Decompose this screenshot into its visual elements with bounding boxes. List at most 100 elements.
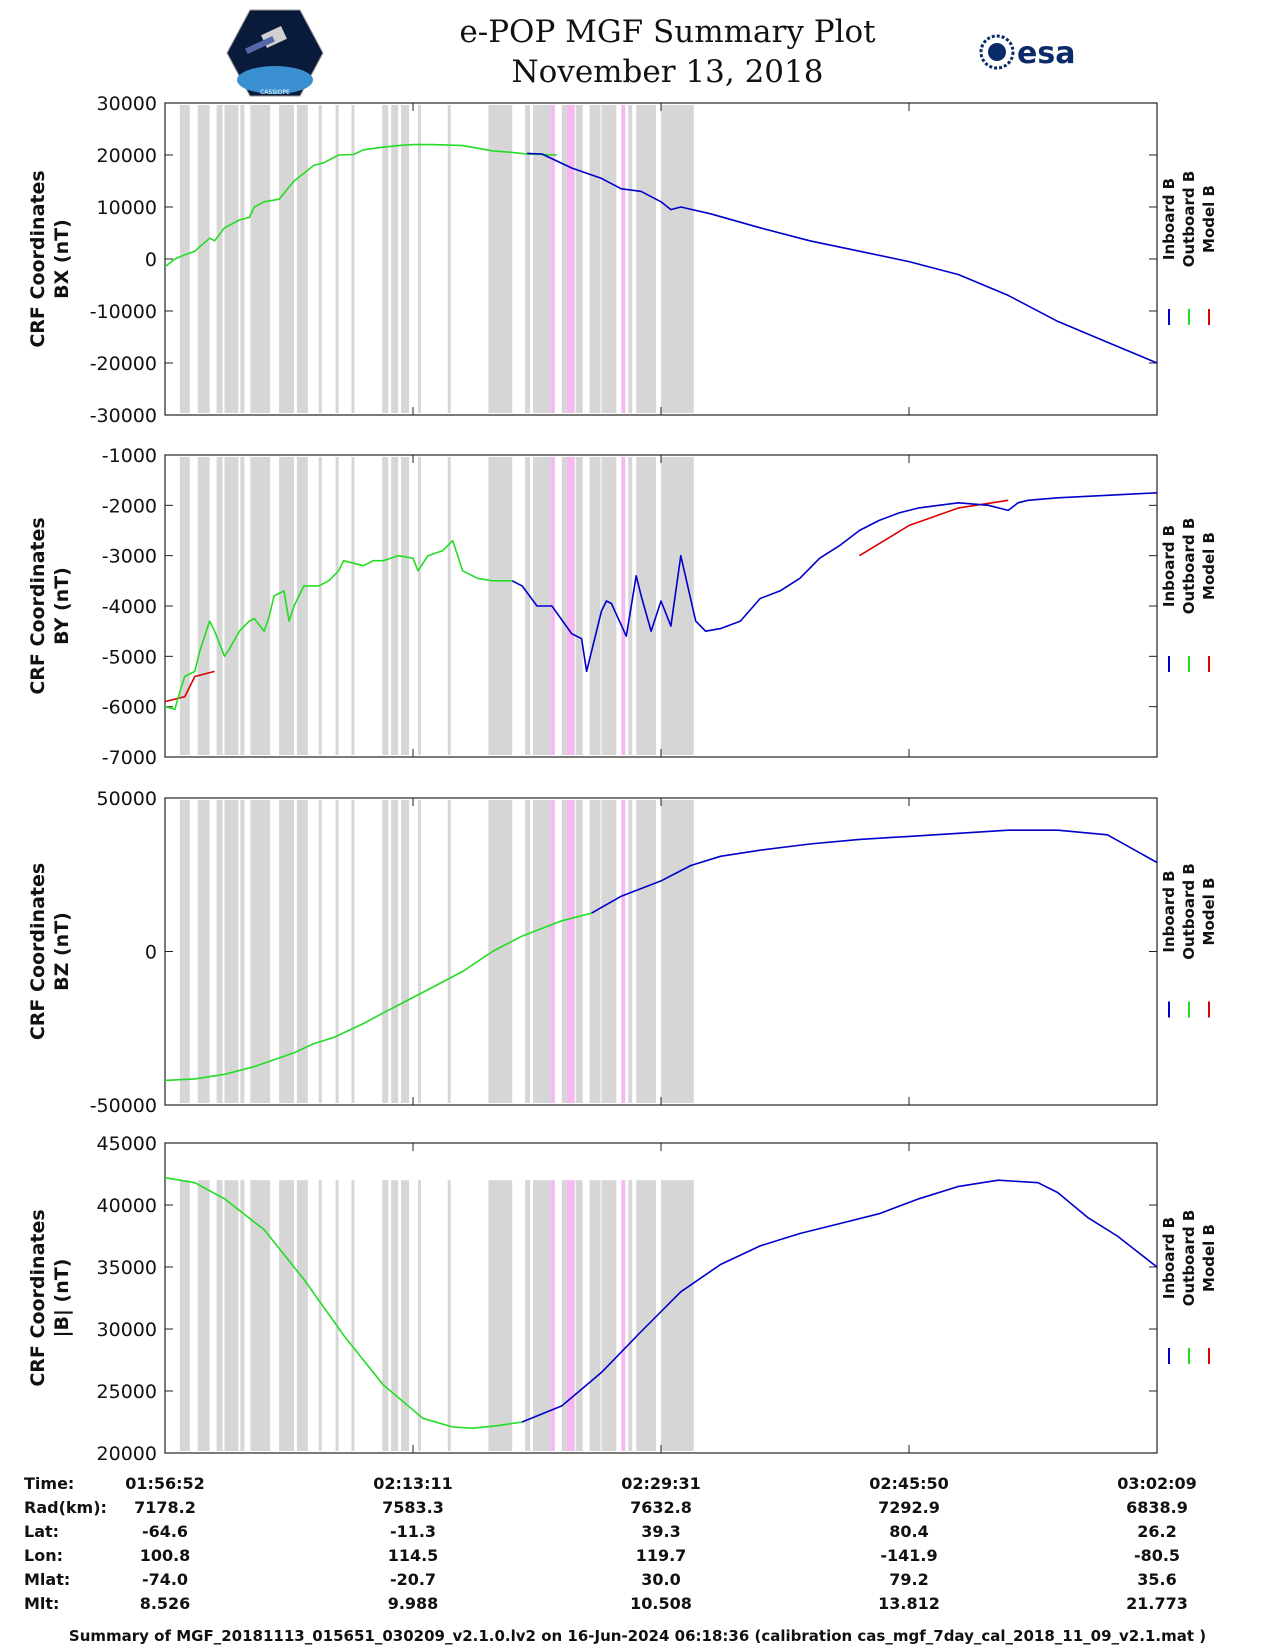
orbit-info-value: 35.6 [1137,1570,1177,1589]
shade-band [561,457,567,755]
shade-band [533,105,551,413]
shade-band [661,800,694,1103]
legend-label: Outboard B [1180,171,1198,268]
shade-band [335,105,339,413]
panel-3: 50000 0 -50000 CRF Coordinates BZ (nT) Inboar… [27,788,1218,1117]
y-tick-label: -1000 [102,445,157,467]
orbit-info-value: 02:13:11 [373,1474,453,1493]
orbit-info-value: -11.3 [389,1522,437,1541]
orbit-info-label: Rad(km): [24,1498,107,1517]
y-tick-label: -7000 [102,747,157,769]
y-axis-unit-label: BX (nT) [51,219,73,299]
orbit-info-value: 02:45:50 [869,1474,949,1493]
shade-band [391,457,399,755]
shade-band [488,457,513,755]
orbit-info-value: 8.526 [139,1594,191,1613]
shade-band [401,800,410,1103]
shade-band [179,105,190,413]
shade-band [401,105,410,413]
orbit-info-value: 7178.2 [134,1498,196,1517]
orbit-info-value: 7632.8 [630,1498,692,1517]
shade-band [575,105,583,413]
shade-band [391,105,399,413]
shade-band [351,800,355,1103]
shade-band [525,105,531,413]
shade-band [224,1180,239,1451]
legend-label: Model B [1200,532,1218,600]
shade-band [216,1180,223,1451]
shade-band [575,457,583,755]
cassiope-logo-icon: CASSIOPE [226,9,324,97]
model-series-line [858,499,1009,557]
shade-band [575,800,583,1103]
y-tick-label: -4000 [102,596,157,618]
shade-band-pink [621,105,626,413]
panel-1: 30000 20000 10000 0 -10000 -20000 -30000 CRF Co… [27,93,1218,427]
shade-band [335,1180,339,1451]
y-tick-label: -10000 [90,301,157,323]
shade-band [318,457,322,755]
legend-label: Outboard B [1180,863,1198,960]
shade-band [216,457,223,755]
shade-band [525,457,531,755]
shade-band [318,1180,322,1451]
shade-band [296,457,308,755]
chart-date: November 13, 2018 [511,54,824,90]
shade-band [488,1180,513,1451]
orbit-info-value: -80.5 [1133,1546,1181,1565]
shade-band [488,800,513,1103]
y-tick-label: 10000 [97,197,157,219]
shade-band [179,457,190,755]
shade-band [447,105,451,413]
y-tick-label: 35000 [97,1257,157,1279]
shade-band [636,800,657,1103]
legend-label: Outboard B [1180,518,1198,615]
shade-band [661,1180,694,1451]
orbit-info-value: 79.2 [889,1570,929,1589]
orbit-info-value: 100.8 [139,1546,191,1565]
shade-band [561,1180,567,1451]
shade-band [601,1180,617,1451]
shade-band [661,105,694,413]
shade-band [179,1180,190,1451]
shade-band [197,457,210,755]
orbit-info-value: 02:29:31 [621,1474,701,1493]
y-tick-label: -6000 [102,697,157,719]
shade-band [382,457,389,755]
orbit-info-value: 119.7 [635,1546,687,1565]
y-tick-label: 50000 [97,788,157,810]
inboard-series-line [527,152,1158,364]
y-tick-label: 0 [145,942,157,964]
legend-label: Outboard B [1180,1210,1198,1307]
y-tick-label: -2000 [102,495,157,517]
shade-band [601,457,617,755]
inboard-series-line [521,1179,1158,1423]
orbit-info-value: 6838.9 [1126,1498,1188,1517]
shade-band [447,800,451,1103]
shade-band [250,457,271,755]
shade-band [561,105,567,413]
y-tick-label: 45000 [97,1133,157,1155]
shade-band-pink [621,1180,626,1451]
y-axis-label: CRF Coordinates [27,863,49,1040]
shade-band [391,800,399,1103]
orbit-info-value: 10.508 [630,1594,692,1613]
shade-band-pink [566,105,575,413]
shade-band [525,1180,531,1451]
legend-label: Model B [1200,878,1218,946]
shade-band [240,105,245,413]
shade-band [351,457,355,755]
shade-band [589,105,601,413]
y-tick-label: -3000 [102,546,157,568]
shade-band [318,800,322,1103]
y-axis-label: CRF Coordinates [27,1209,49,1386]
outboard-series-line [164,912,592,1082]
y-tick-label: 20000 [97,145,157,167]
orbit-info-label: Mlt: [24,1594,60,1613]
shade-band [197,1180,210,1451]
y-tick-label: -5000 [102,646,157,668]
y-tick-label: -30000 [90,405,157,427]
shade-band [296,800,308,1103]
shade-band [250,800,271,1103]
orbit-info-value: 7583.3 [382,1498,444,1517]
